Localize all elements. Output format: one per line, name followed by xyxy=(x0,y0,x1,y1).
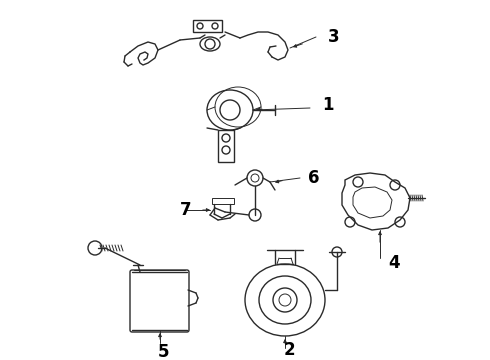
Text: 6: 6 xyxy=(308,169,319,187)
Text: 2: 2 xyxy=(284,341,295,359)
Text: 3: 3 xyxy=(328,28,340,46)
Text: 7: 7 xyxy=(180,201,192,219)
Text: 4: 4 xyxy=(388,254,400,272)
Text: 1: 1 xyxy=(322,96,334,114)
Text: 5: 5 xyxy=(158,343,170,360)
